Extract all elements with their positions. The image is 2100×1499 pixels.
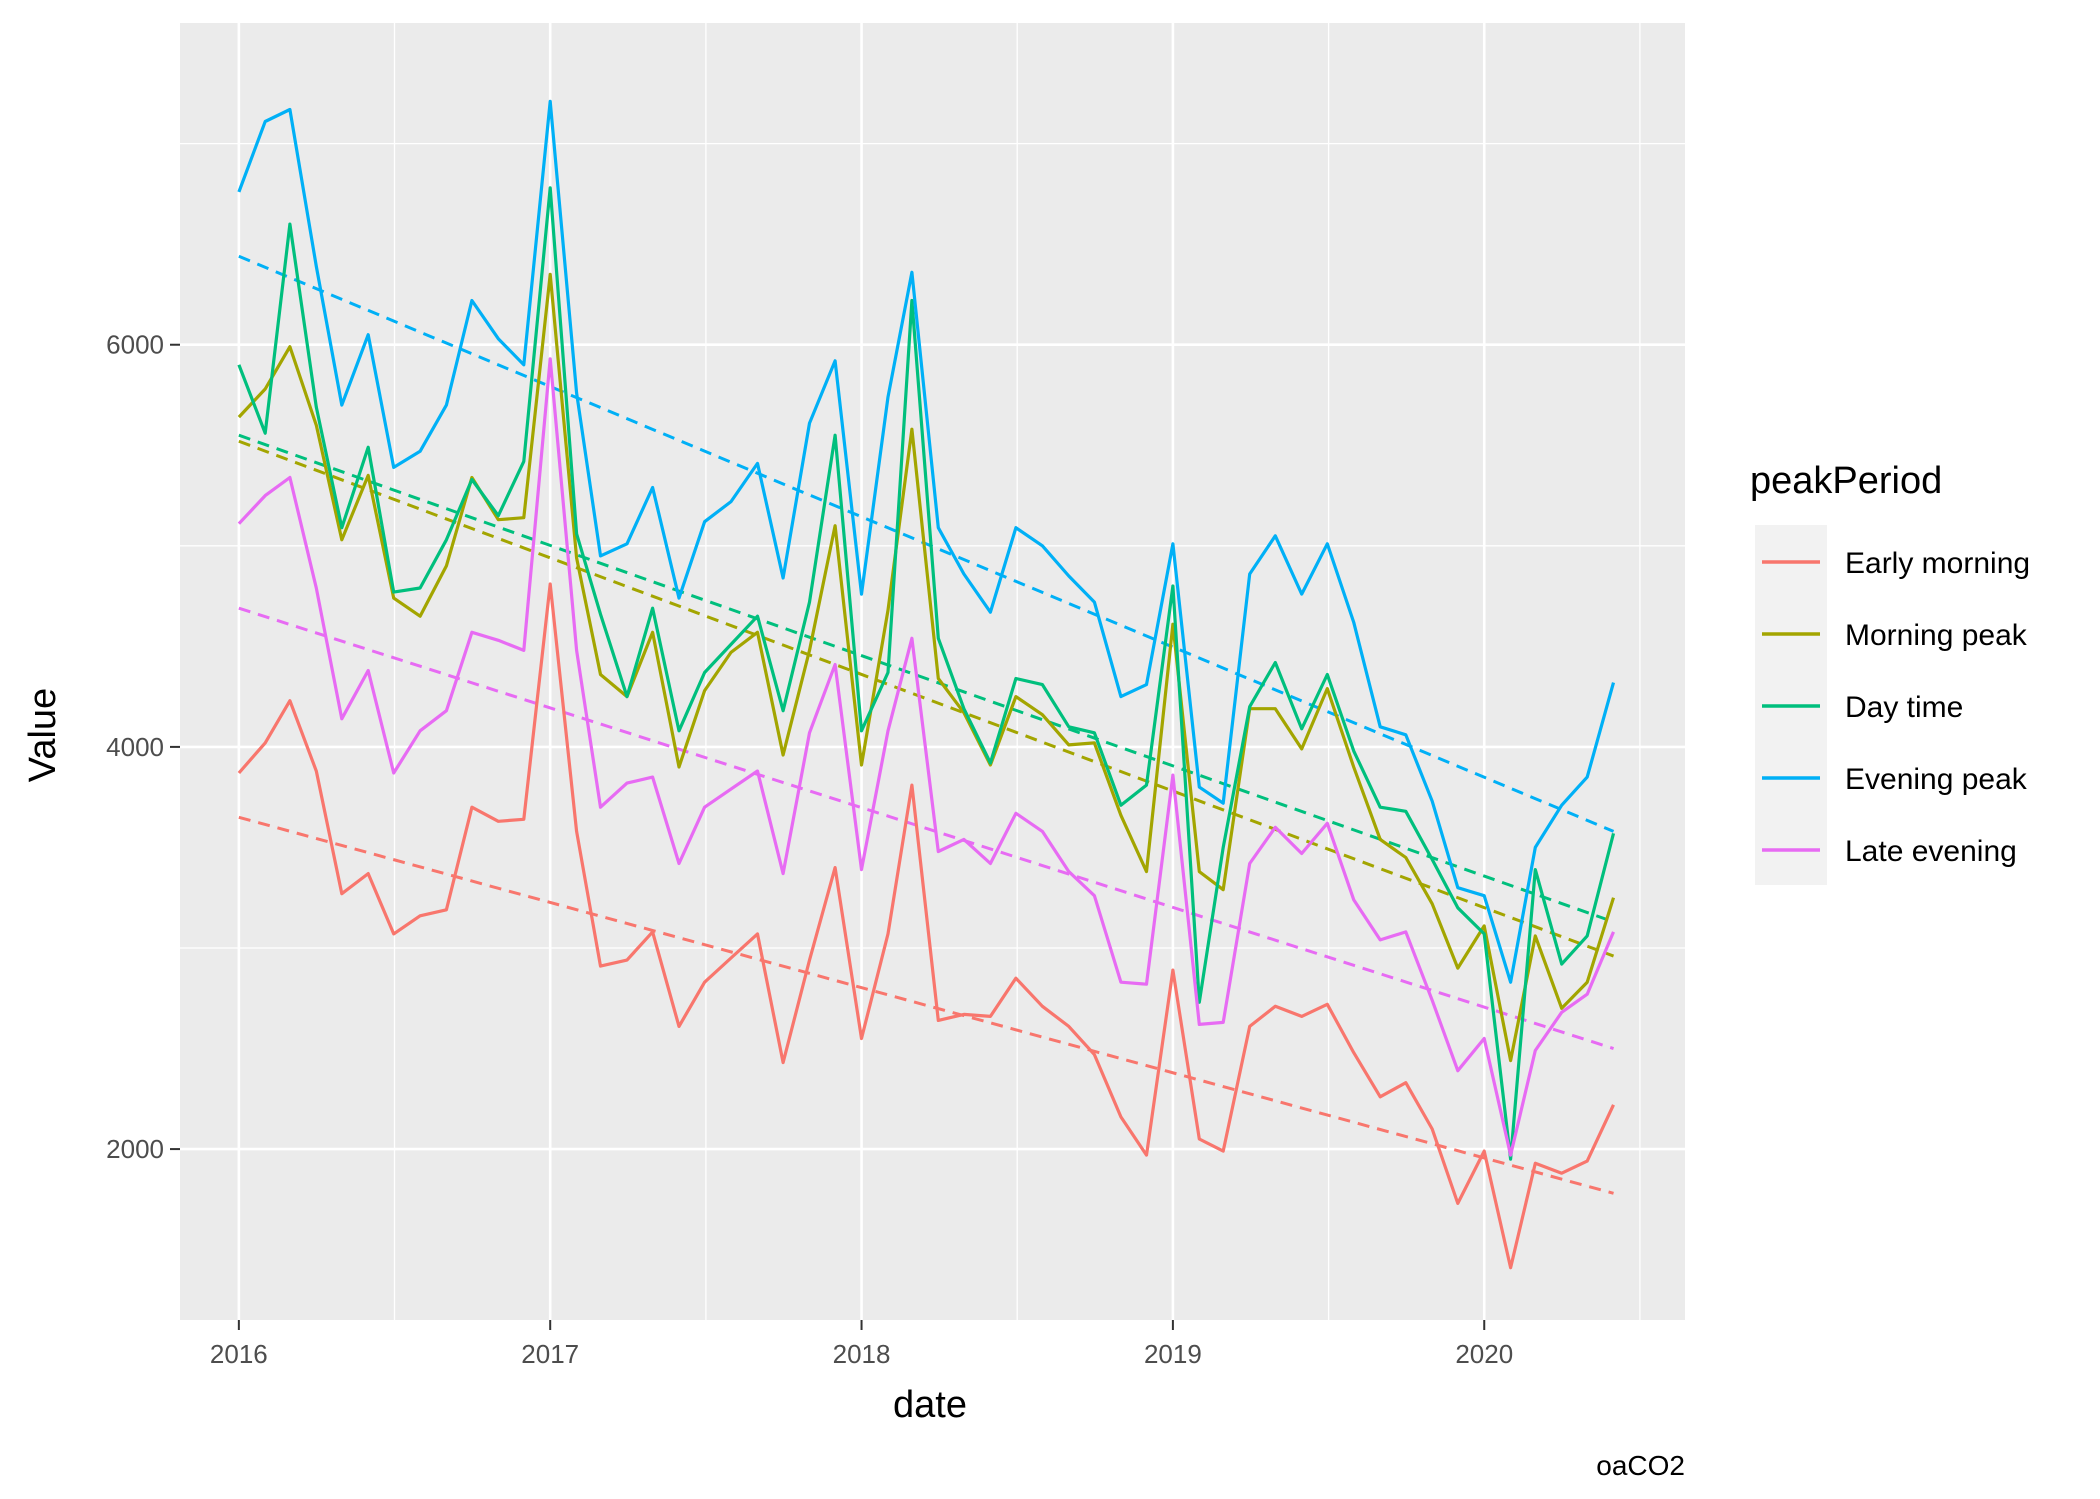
y-tick-label: 4000	[106, 732, 164, 762]
legend-item: Morning peak	[1762, 619, 2028, 652]
x-tick-labels: 2016 2017 2018 2019 2020	[210, 1339, 1513, 1369]
trend-line-morning-peak	[238, 439, 1615, 958]
trend-line-day-time	[238, 433, 1615, 924]
legend: peakPeriod Early morning Morning peak Day …	[1750, 460, 2030, 885]
caption: oaCO2	[1596, 1450, 1685, 1481]
legend-label: Early morning	[1845, 547, 2030, 580]
axis-ticks	[170, 343, 1486, 1330]
trend-line-late-evening	[238, 606, 1615, 1050]
x-tick-label: 2018	[833, 1339, 891, 1369]
legend-label: Evening peak	[1845, 763, 2028, 796]
series-line-evening-peak	[237, 99, 1616, 984]
legend-item: Late evening	[1762, 835, 2017, 868]
legend-label: Late evening	[1845, 835, 2017, 868]
major-gridlines	[180, 23, 1685, 1320]
x-tick-label: 2017	[521, 1339, 579, 1369]
series-line-day-time	[237, 186, 1616, 1161]
legend-item: Evening peak	[1762, 763, 2028, 796]
x-tick-label: 2020	[1455, 1339, 1513, 1369]
y-tick-label: 6000	[106, 330, 164, 360]
x-axis-title: date	[893, 1384, 967, 1426]
y-axis-title: Value	[22, 688, 64, 782]
series-lines	[237, 99, 1616, 1270]
legend-item: Early morning	[1762, 547, 2030, 580]
plot-panel	[180, 23, 1685, 1320]
trend-lines	[238, 254, 1615, 1195]
legend-label: Day time	[1845, 691, 1963, 724]
series-line-early-morning	[237, 582, 1615, 1270]
y-tick-label: 2000	[106, 1134, 164, 1164]
series-line-late-evening	[237, 357, 1615, 1157]
trend-line-evening-peak	[238, 254, 1615, 833]
x-tick-label: 2019	[1144, 1339, 1202, 1369]
x-tick-label: 2016	[210, 1339, 268, 1369]
legend-title: peakPeriod	[1750, 460, 1942, 502]
y-tick-labels: 2000 4000 6000	[106, 330, 164, 1164]
legend-item: Day time	[1762, 691, 1963, 724]
legend-label: Morning peak	[1845, 619, 2028, 652]
trend-line-early-morning	[238, 815, 1614, 1195]
